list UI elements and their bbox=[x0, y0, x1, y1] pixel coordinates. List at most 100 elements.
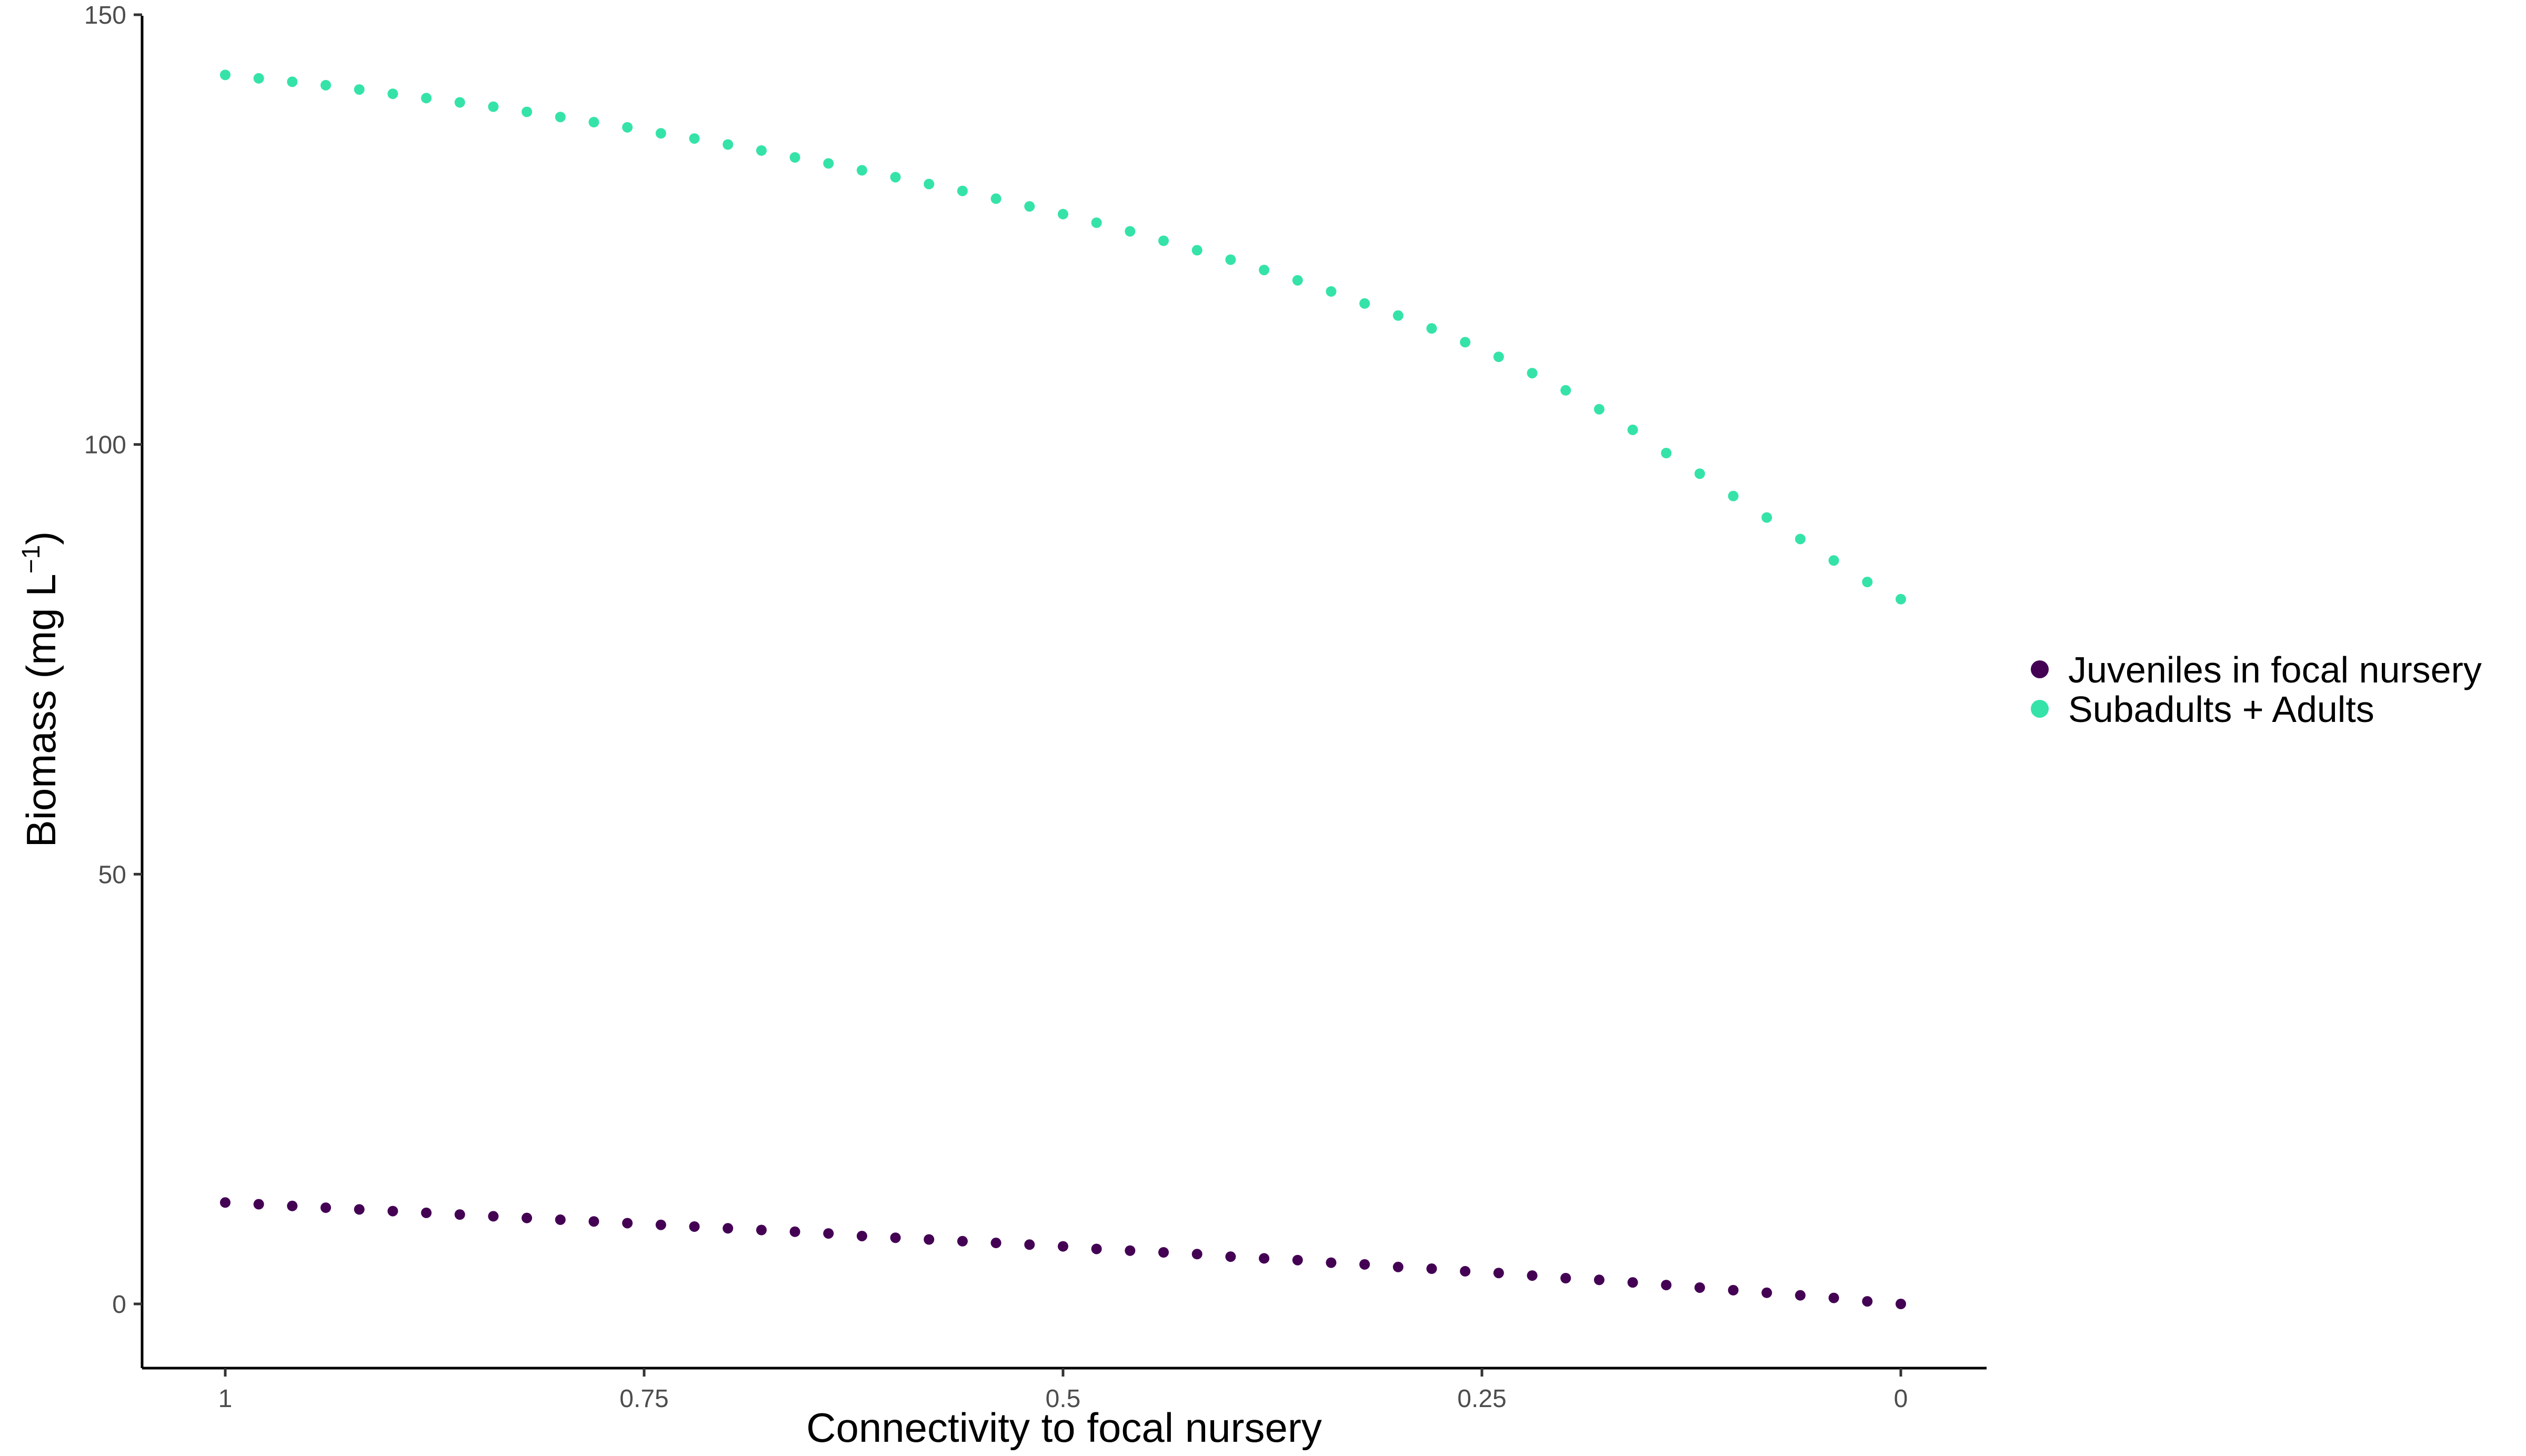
data-point-juveniles bbox=[723, 1223, 734, 1234]
data-point-juveniles bbox=[1828, 1292, 1839, 1303]
data-point-subadults-adults bbox=[488, 101, 499, 112]
data-point-juveniles bbox=[1795, 1290, 1806, 1301]
x-tick-label: 0.25 bbox=[1457, 1385, 1506, 1413]
data-point-subadults-adults bbox=[756, 145, 767, 156]
legend-key-subadults-adults bbox=[2031, 700, 2049, 718]
data-point-juveniles bbox=[1326, 1257, 1337, 1268]
data-point-subadults-adults bbox=[1359, 298, 1370, 309]
data-point-juveniles bbox=[622, 1218, 633, 1229]
data-point-juveniles bbox=[1225, 1251, 1236, 1262]
data-point-subadults-adults bbox=[856, 165, 867, 176]
y-tick-label: 50 bbox=[98, 861, 126, 889]
data-point-juveniles bbox=[1593, 1274, 1605, 1286]
data-point-juveniles bbox=[1896, 1299, 1906, 1309]
data-point-juveniles bbox=[387, 1206, 398, 1217]
data-point-subadults-adults bbox=[220, 69, 230, 81]
data-point-juveniles bbox=[990, 1238, 1001, 1249]
data-point-subadults-adults bbox=[1661, 448, 1672, 458]
data-point-subadults-adults bbox=[1392, 310, 1404, 321]
legend-label-subadults-adults: Subadults + Adults bbox=[2068, 689, 2374, 730]
data-point-subadults-adults bbox=[1728, 490, 1739, 501]
data-point-subadults-adults bbox=[1259, 265, 1270, 276]
data-point-subadults-adults bbox=[1627, 424, 1638, 435]
data-point-juveniles bbox=[1024, 1239, 1035, 1250]
data-point-juveniles bbox=[957, 1236, 968, 1247]
data-point-subadults-adults bbox=[287, 76, 298, 87]
data-point-juveniles bbox=[1460, 1266, 1471, 1277]
data-point-juveniles bbox=[1426, 1263, 1437, 1274]
x-tick-label: 0.5 bbox=[1046, 1385, 1081, 1413]
data-point-subadults-adults bbox=[1225, 254, 1236, 265]
data-point-juveniles bbox=[890, 1232, 901, 1243]
data-point-subadults-adults bbox=[421, 93, 432, 104]
data-point-subadults-adults bbox=[522, 106, 533, 117]
data-point-juveniles bbox=[1158, 1247, 1169, 1258]
data-point-juveniles bbox=[856, 1230, 867, 1241]
data-point-juveniles bbox=[1058, 1241, 1068, 1252]
data-point-subadults-adults bbox=[1493, 352, 1504, 363]
data-point-juveniles bbox=[1493, 1268, 1504, 1279]
data-point-juveniles bbox=[220, 1197, 230, 1208]
data-point-subadults-adults bbox=[789, 152, 800, 163]
data-point-juveniles bbox=[1560, 1273, 1571, 1283]
data-point-subadults-adults bbox=[588, 117, 599, 128]
data-point-juveniles bbox=[1694, 1282, 1705, 1293]
data-point-subadults-adults bbox=[924, 178, 935, 189]
plot-area bbox=[220, 69, 1906, 1309]
data-point-juveniles bbox=[1862, 1296, 1873, 1307]
x-tick-label: 1 bbox=[218, 1385, 233, 1413]
data-point-juveniles bbox=[555, 1214, 566, 1225]
data-point-subadults-adults bbox=[1593, 404, 1605, 415]
series-subadults-adults-points bbox=[220, 69, 1906, 605]
data-point-subadults-adults bbox=[655, 128, 666, 139]
data-point-subadults-adults bbox=[1527, 368, 1538, 379]
data-point-juveniles bbox=[1527, 1270, 1538, 1281]
data-point-subadults-adults bbox=[1058, 208, 1068, 219]
data-point-juveniles bbox=[1661, 1280, 1672, 1291]
data-point-subadults-adults bbox=[990, 193, 1001, 204]
data-point-subadults-adults bbox=[1560, 385, 1571, 396]
data-point-subadults-adults bbox=[689, 133, 700, 144]
series-juveniles-points bbox=[220, 1197, 1906, 1309]
data-point-subadults-adults bbox=[1326, 286, 1337, 297]
y-tick-label: 0 bbox=[112, 1291, 126, 1319]
data-point-juveniles bbox=[655, 1219, 666, 1230]
data-point-juveniles bbox=[354, 1204, 365, 1215]
data-point-subadults-adults bbox=[1426, 323, 1437, 334]
data-point-subadults-adults bbox=[354, 84, 365, 95]
data-point-juveniles bbox=[1627, 1277, 1638, 1288]
y-axis-ticks: 0 50 100 150 bbox=[84, 2, 142, 1319]
data-point-juveniles bbox=[823, 1228, 834, 1239]
y-axis-title-superscript: −1 bbox=[17, 545, 45, 574]
data-point-subadults-adults bbox=[1091, 217, 1102, 228]
data-point-juveniles bbox=[253, 1199, 264, 1210]
data-point-juveniles bbox=[756, 1224, 767, 1236]
data-point-juveniles bbox=[1091, 1243, 1102, 1254]
data-point-juveniles bbox=[689, 1221, 700, 1232]
data-point-subadults-adults bbox=[1761, 512, 1772, 523]
data-point-subadults-adults bbox=[1828, 555, 1839, 566]
legend-key-juveniles bbox=[2031, 660, 2049, 678]
data-point-subadults-adults bbox=[555, 112, 566, 123]
data-point-juveniles bbox=[488, 1211, 499, 1222]
data-point-subadults-adults bbox=[1795, 534, 1806, 545]
data-point-subadults-adults bbox=[387, 88, 398, 99]
data-point-juveniles bbox=[1392, 1261, 1404, 1272]
legend-label-juveniles: Juveniles in focal nursery bbox=[2068, 649, 2482, 690]
x-axis-ticks: 1 0.75 0.5 0.25 0 bbox=[218, 1368, 1908, 1413]
data-point-subadults-adults bbox=[1862, 577, 1873, 587]
data-point-juveniles bbox=[588, 1216, 599, 1227]
data-point-subadults-adults bbox=[957, 185, 968, 196]
data-point-juveniles bbox=[789, 1226, 800, 1237]
data-point-juveniles bbox=[1259, 1253, 1270, 1264]
data-point-juveniles bbox=[454, 1209, 465, 1220]
data-point-juveniles bbox=[924, 1234, 935, 1245]
data-point-subadults-adults bbox=[1460, 337, 1471, 348]
x-axis-title: Connectivity to focal nursery bbox=[806, 1404, 1322, 1451]
data-point-juveniles bbox=[1359, 1259, 1370, 1270]
data-point-subadults-adults bbox=[890, 172, 901, 183]
data-point-subadults-adults bbox=[723, 139, 734, 150]
x-tick-label: 0 bbox=[1894, 1385, 1908, 1413]
y-axis-title-close: ) bbox=[18, 531, 64, 545]
